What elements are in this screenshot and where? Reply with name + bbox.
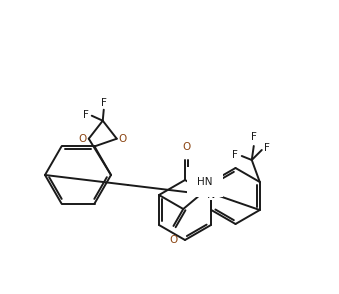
Text: F: F — [251, 132, 257, 142]
Text: O: O — [119, 134, 127, 144]
Text: N: N — [207, 190, 215, 200]
Text: F: F — [83, 110, 89, 120]
Text: F: F — [232, 150, 238, 160]
Text: O: O — [170, 235, 178, 245]
Text: O: O — [182, 142, 190, 152]
Text: F: F — [101, 98, 107, 108]
Text: O: O — [79, 134, 87, 144]
Text: HN: HN — [197, 177, 213, 187]
Text: F: F — [264, 143, 270, 153]
